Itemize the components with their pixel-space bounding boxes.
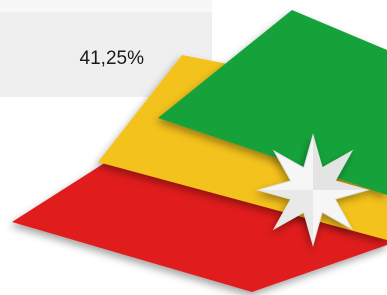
illustration	[0, 0, 387, 295]
page: 41,25%	[0, 0, 387, 295]
